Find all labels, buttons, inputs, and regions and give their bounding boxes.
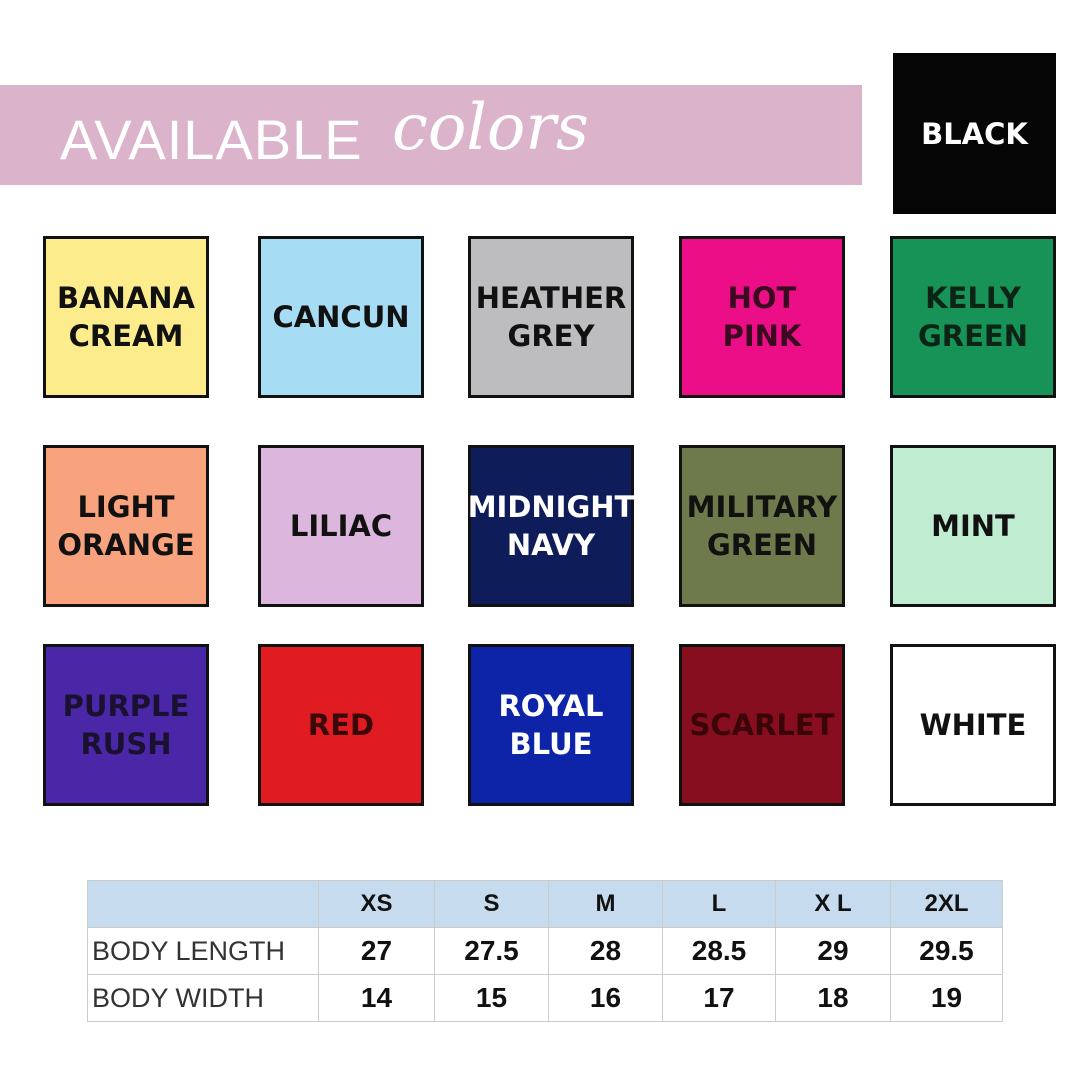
title-script: colors: [392, 91, 589, 165]
swatch-label: RED: [307, 708, 375, 742]
row-label: BODY LENGTH: [87, 927, 319, 975]
swatch-label: WHITE: [919, 708, 1027, 742]
swatch-label: CANCUN: [272, 300, 410, 334]
swatch-label: PURPLE RUSH: [62, 689, 190, 761]
table-row: BODY WIDTH 14 15 16 17 18 19: [87, 974, 1003, 1022]
color-swatch-white: WHITE: [890, 644, 1056, 806]
title-banner: AVAILABLE colors: [0, 85, 862, 185]
color-swatch-mint: MINT: [890, 445, 1056, 607]
size-header: M: [548, 880, 663, 928]
measurement-cell: 15: [434, 974, 549, 1022]
swatch-label: BLACK: [921, 116, 1028, 151]
measurement-cell: 17: [662, 974, 776, 1022]
swatch-label: LILIAC: [289, 509, 393, 543]
measurement-cell: 19: [890, 974, 1003, 1022]
size-chart: XS S M L X L 2XL BODY LENGTH 27 27.5 28 28.5 29 29.…: [87, 880, 1003, 1022]
measurement-cell: 27: [318, 927, 435, 975]
swatch-label: MIDNIGHT NAVY: [467, 490, 635, 562]
measurement-cell: 28.5: [662, 927, 776, 975]
swatch-label: SCARLET: [689, 708, 835, 742]
color-swatch-red: RED: [258, 644, 424, 806]
size-header: L: [662, 880, 776, 928]
color-swatch-cancun: CANCUN: [258, 236, 424, 398]
size-header: X L: [775, 880, 891, 928]
color-swatch-heather-grey: HEATHER GREY: [468, 236, 634, 398]
color-swatch-kelly-green: KELLY GREEN: [890, 236, 1056, 398]
swatch-label: MILITARY GREEN: [686, 490, 838, 562]
measurement-cell: 14: [318, 974, 435, 1022]
swatch-label: HEATHER GREY: [475, 281, 627, 353]
measurement-cell: 16: [548, 974, 663, 1022]
swatch-label: MINT: [931, 509, 1015, 543]
measurement-cell: 28: [548, 927, 663, 975]
size-header: S: [434, 880, 549, 928]
swatch-label: LIGHT ORANGE: [57, 490, 195, 562]
color-swatch-black: BLACK: [893, 53, 1056, 214]
size-header: 2XL: [890, 880, 1003, 928]
size-header: XS: [318, 880, 435, 928]
color-swatch-military-green: MILITARY GREEN: [679, 445, 845, 607]
measurement-cell: 27.5: [434, 927, 549, 975]
measurement-cell: 18: [775, 974, 891, 1022]
swatch-label: ROYAL BLUE: [498, 689, 604, 761]
color-swatch-royal-blue: ROYAL BLUE: [468, 644, 634, 806]
swatch-label: HOT PINK: [722, 281, 802, 353]
color-swatch-hot-pink: HOT PINK: [679, 236, 845, 398]
color-swatch-scarlet: SCARLET: [679, 644, 845, 806]
size-header: [87, 880, 319, 928]
color-swatch-midnight-navy: MIDNIGHT NAVY: [468, 445, 634, 607]
title-main: AVAILABLE: [60, 108, 363, 171]
swatch-label: BANANA CREAM: [57, 281, 195, 353]
color-swatch-light-orange: LIGHT ORANGE: [43, 445, 209, 607]
swatch-label: KELLY GREEN: [917, 281, 1029, 353]
color-swatch-purple-rush: PURPLE RUSH: [43, 644, 209, 806]
color-swatch-banana-cream: BANANA CREAM: [43, 236, 209, 398]
row-label: BODY WIDTH: [87, 974, 319, 1022]
measurement-cell: 29: [775, 927, 891, 975]
measurement-cell: 29.5: [890, 927, 1003, 975]
table-row: BODY LENGTH 27 27.5 28 28.5 29 29.5: [87, 927, 1003, 975]
color-swatch-liliac: LILIAC: [258, 445, 424, 607]
